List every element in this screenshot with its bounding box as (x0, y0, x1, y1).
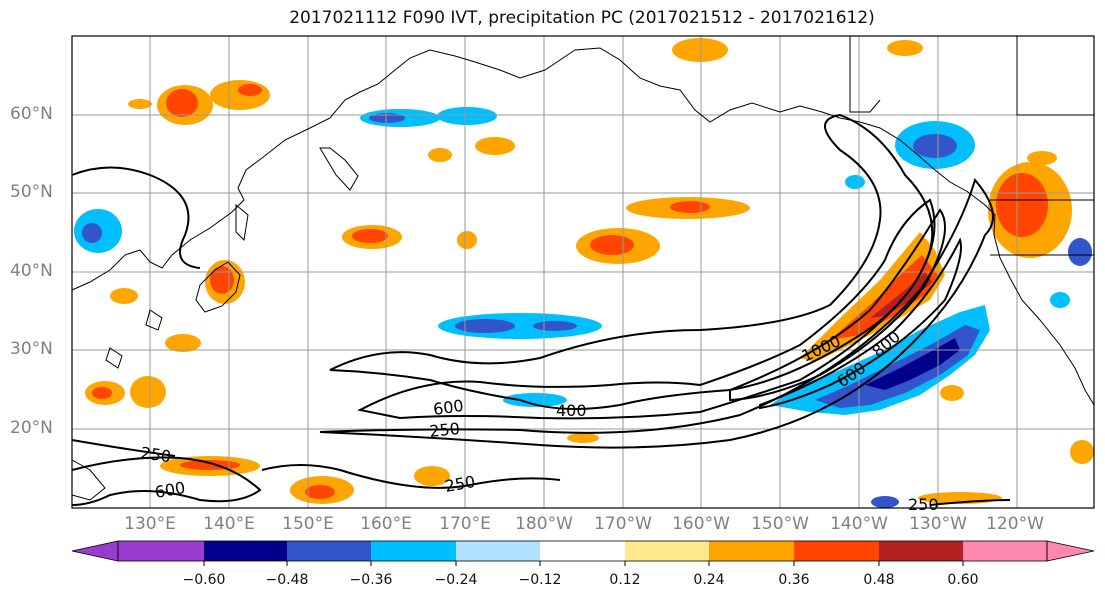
lon-label: 130°E (124, 514, 176, 534)
coastlines (71, 36, 1095, 501)
colorbar-tick-label: −0.24 (434, 572, 478, 588)
lat-label-40n: 40°N (10, 261, 53, 281)
colorbar-tick-label: −0.36 (349, 572, 393, 588)
map-title: 2017021112 F090 IVT, precipitation PC (2… (289, 8, 875, 28)
map-frame (71, 35, 1095, 509)
colorbar-tick-label: 0.24 (693, 572, 725, 588)
colorbar-tick-label: 0.60 (947, 572, 979, 588)
lon-label: 180°W (515, 514, 573, 534)
lon-label: 120°W (986, 514, 1044, 534)
ivt-contours (71, 113, 1011, 506)
colorbar-tick-label: 0.36 (778, 572, 810, 588)
lon-label: 150°W (751, 514, 809, 534)
colorbar-tick-label: −0.48 (265, 572, 309, 588)
lon-label: 140°E (203, 514, 255, 534)
lat-label-50n: 50°N (10, 182, 53, 202)
lon-label: 160°W (672, 514, 730, 534)
colorbar-tick-label: 0.48 (863, 572, 895, 588)
lat-label-30n: 30°N (10, 339, 53, 359)
lat-label-60n: 60°N (10, 104, 53, 124)
lon-label: 160°E (360, 514, 412, 534)
colorbar-tick-label: −0.60 (182, 572, 226, 588)
contour-label: 600 (432, 396, 465, 419)
lon-label: 140°W (830, 514, 888, 534)
contour-label: 400 (556, 401, 587, 420)
contour-label: 250 (139, 443, 172, 466)
lon-label: 170°E (439, 514, 491, 534)
contour-label: 250 (908, 495, 939, 514)
colorbar-tick-label: −0.12 (518, 572, 562, 588)
lon-label: 150°E (282, 514, 334, 534)
graticule (72, 36, 1094, 508)
lat-label-20n: 20°N (10, 418, 53, 438)
contour-label: 250 (428, 419, 460, 441)
colorbar-tick-label: 0.12 (609, 572, 641, 588)
lon-label: 170°W (594, 514, 652, 534)
lon-label: 130°W (909, 514, 967, 534)
colorbar (71, 540, 1095, 566)
